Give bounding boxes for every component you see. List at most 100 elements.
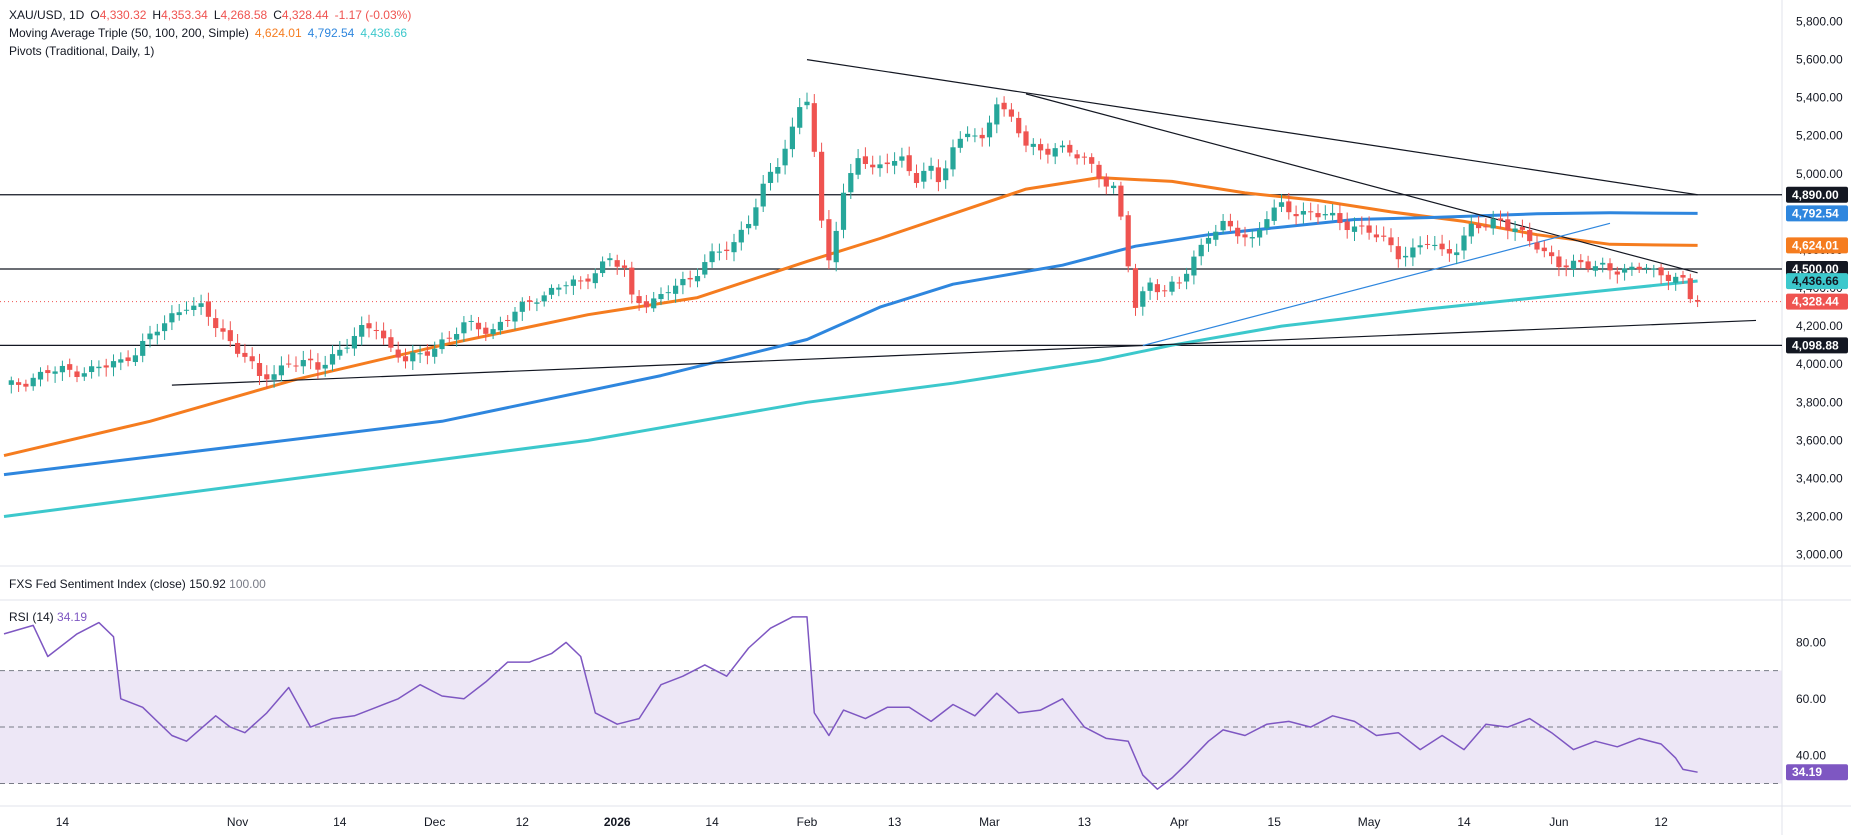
ma100-value: 4,792.54 — [307, 26, 355, 40]
price-axis-tick: 3,000.00 — [1796, 548, 1843, 562]
price-tag-text: 4,436.66 — [1792, 274, 1839, 288]
candle-body — [862, 156, 868, 164]
candle-body — [1622, 268, 1628, 273]
candle-body — [1271, 207, 1277, 221]
candle-body — [1417, 245, 1423, 248]
candle-body — [913, 173, 920, 184]
candle-body — [680, 278, 686, 286]
rsi-value-tag: 34.19 — [1786, 764, 1848, 781]
candle-body — [1140, 291, 1146, 307]
candle-body — [359, 325, 365, 337]
price-tags: 34.19 4,890.00 4,792.54 4,624.01 4,500.004,4… — [1786, 186, 1848, 781]
candle-body — [782, 148, 788, 166]
candle-body — [351, 335, 357, 349]
candle-body — [716, 251, 722, 253]
candle-body — [1220, 220, 1226, 231]
price-tag-bg — [1786, 293, 1848, 310]
candle-body — [410, 352, 416, 362]
candle-body — [191, 305, 197, 310]
candle-body — [1242, 234, 1248, 238]
candle-body — [570, 279, 576, 286]
candle-body — [45, 370, 51, 374]
candle-body — [621, 265, 628, 268]
candle-body — [1549, 252, 1555, 257]
candle-body — [775, 167, 781, 174]
candle-body — [176, 312, 182, 316]
candle-body — [1446, 249, 1452, 254]
candle-body — [855, 158, 861, 175]
candle-body — [548, 287, 555, 295]
ma-title[interactable]: Moving Average Triple (50, 100, 200, Sim… — [9, 26, 249, 40]
candle-body — [271, 374, 277, 380]
candle-body — [797, 107, 803, 128]
candle-body — [541, 295, 547, 302]
candle-body — [1592, 266, 1598, 271]
price-tag-bg — [1786, 205, 1848, 222]
candle-body — [1351, 226, 1358, 232]
fed-value-2: 100.00 — [229, 577, 266, 591]
candle-body — [329, 354, 336, 365]
fed-sentiment-legend: FXS Fed Sentiment Index (close) 150.92 1… — [9, 577, 266, 591]
trendline — [806, 59, 1698, 196]
candle-body — [614, 260, 620, 267]
rsi-tag-text: 34.19 — [1792, 765, 1822, 779]
candle-body — [1600, 262, 1606, 265]
candle-body — [1527, 229, 1533, 242]
candle-body — [1461, 235, 1467, 251]
candle-body — [687, 277, 693, 280]
candle-body — [819, 151, 825, 221]
candle-body — [1300, 211, 1306, 215]
date-axis-tick: 14 — [333, 815, 347, 829]
candle-body — [8, 380, 14, 385]
candle-body — [1030, 143, 1036, 147]
rsi-title[interactable]: RSI (14) — [9, 610, 54, 624]
date-axis-tick: 15 — [1268, 815, 1282, 829]
price-tag: 4,098.88 — [1786, 337, 1848, 354]
ma-line-ma-50 — [3, 176, 1698, 458]
price-axis-tick: 4,000.00 — [1796, 357, 1843, 371]
candle-body — [1519, 227, 1525, 230]
candle-body — [1585, 261, 1591, 269]
date-axis-tick: 14 — [56, 815, 70, 829]
candle-body — [877, 164, 883, 169]
candle-body — [52, 371, 58, 374]
candle-body — [935, 167, 941, 183]
rsi-line — [3, 616, 1698, 790]
horizontal-levels — [0, 194, 1782, 346]
rsi-axis-tick: 40.00 — [1796, 748, 1826, 762]
candle-body — [578, 280, 584, 282]
trendline — [1142, 319, 1757, 347]
symbol-label[interactable]: XAU/USD, 1D — [9, 8, 85, 22]
candles — [8, 92, 1701, 394]
candle-body — [1052, 148, 1058, 157]
date-axis-tick: Mar — [979, 815, 1000, 829]
pivots-title[interactable]: Pivots (Traditional, Daily, 1) — [9, 44, 155, 58]
fed-title[interactable]: FXS Fed Sentiment Index (close) — [9, 577, 186, 591]
open-value: 4,330.32 — [99, 8, 147, 22]
candle-body — [1322, 214, 1328, 216]
candle-body — [921, 170, 927, 182]
candle-body — [110, 361, 117, 368]
candle-body — [840, 192, 847, 230]
candle-body — [256, 363, 263, 376]
candle-body — [848, 173, 854, 193]
price-tag-text: 4,098.88 — [1792, 338, 1839, 352]
candle-body — [1432, 244, 1438, 247]
candle-body — [1125, 215, 1131, 267]
candle-body — [1293, 214, 1299, 217]
candle-body — [37, 371, 44, 380]
candle-body — [972, 135, 978, 137]
axes: 3,000.00 3,200.00 3,400.00 3,600.00 3,800.00… — [56, 15, 1843, 829]
candle-body — [789, 126, 795, 150]
candle-body — [169, 313, 175, 323]
candle-body — [468, 320, 474, 322]
candle-body — [643, 301, 649, 308]
price-tag-bg — [1786, 337, 1848, 354]
candle-body — [519, 301, 525, 312]
candle-body — [753, 207, 759, 226]
candle-body — [1074, 154, 1080, 159]
ma50-value: 4,624.01 — [254, 26, 302, 40]
price-axis-tick: 3,400.00 — [1796, 471, 1843, 485]
